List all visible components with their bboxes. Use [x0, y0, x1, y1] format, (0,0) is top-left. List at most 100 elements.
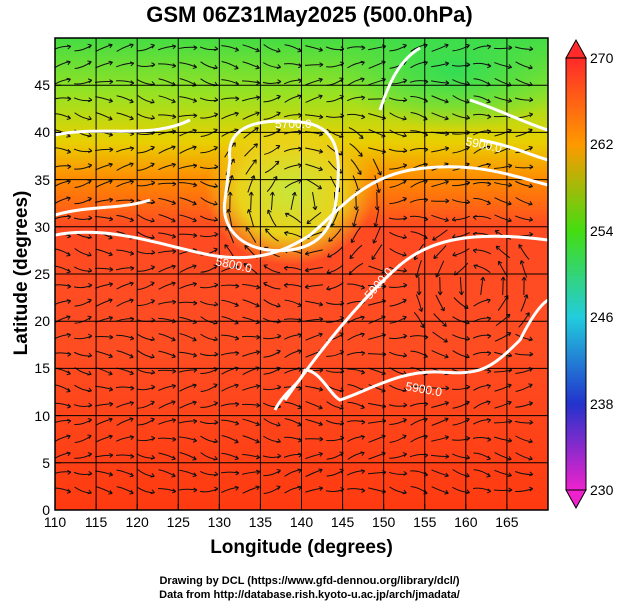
- streamline-arrow: [199, 300, 219, 307]
- streamline-arrow: [388, 333, 408, 340]
- streamline-arrow: [137, 281, 155, 290]
- streamline-arrow: [389, 129, 407, 138]
- streamline-arrow: [116, 95, 134, 104]
- streamline-arrow: [514, 164, 534, 170]
- streamline-arrow: [472, 214, 492, 220]
- streamline-arrow: [305, 332, 323, 341]
- contour-5700-low: [222, 119, 340, 253]
- streamline-arrow: [242, 299, 260, 308]
- streamline-arrow: [262, 453, 282, 459]
- streamline-arrow: [284, 94, 302, 103]
- streamline-arrow: [305, 300, 324, 307]
- streamline-arrow: [158, 232, 177, 239]
- y-tick-label: 25: [34, 266, 50, 282]
- streamline-arrow: [55, 418, 72, 424]
- streamline-arrow: [263, 468, 281, 477]
- streamline-arrow: [116, 417, 134, 426]
- streamline-arrow: [264, 228, 279, 242]
- streamline-arrow: [472, 436, 492, 442]
- streamline-arrow: [283, 231, 302, 238]
- streamline-arrow: [242, 61, 260, 70]
- streamline-arrow: [245, 159, 257, 175]
- streamline-arrow: [178, 232, 198, 238]
- streamline-arrow: [221, 419, 240, 426]
- streamline-arrow: [389, 163, 408, 170]
- streamline-arrow: [95, 316, 114, 323]
- streamline-arrow: [305, 147, 324, 154]
- streamline-arrow: [74, 163, 93, 170]
- streamline-arrow: [346, 350, 366, 356]
- streamline-arrow: [473, 264, 491, 273]
- streamline-arrow: [452, 486, 470, 495]
- streamline-arrow: [95, 96, 114, 103]
- colorbar-tick-label: 230: [590, 482, 614, 498]
- height-contours: [55, 46, 548, 411]
- streamline-arrow: [284, 44, 302, 53]
- streamline-arrow: [389, 417, 408, 426]
- streamline-arrow: [328, 228, 342, 242]
- streamline-arrow: [116, 80, 135, 86]
- streamline-arrow: [518, 244, 530, 260]
- streamline-arrow: [137, 469, 155, 478]
- streamline-arrow: [284, 212, 302, 224]
- streamline-arrow: [115, 453, 135, 459]
- streamline-arrow: [415, 294, 424, 312]
- y-tick-label: 5: [42, 454, 50, 471]
- streamline-arrow: [95, 60, 113, 69]
- streamline-arrow: [179, 96, 198, 103]
- streamline-arrow: [199, 471, 219, 477]
- streamline-arrow: [55, 451, 71, 459]
- streamline-arrow: [241, 402, 261, 408]
- streamline-arrow: [515, 383, 533, 392]
- streamline-arrow: [220, 401, 240, 407]
- streamline-arrow: [200, 180, 218, 189]
- streamline-arrow: [221, 45, 240, 52]
- streamline-arrow: [95, 112, 113, 121]
- streamline-arrow: [199, 232, 219, 238]
- contour-5700-north: [55, 46, 548, 162]
- streamline-arrow: [514, 471, 534, 477]
- streamline-arrow: [389, 434, 407, 443]
- streamline-arrow: [158, 162, 176, 171]
- streamline-arrow: [410, 231, 428, 240]
- streamline-arrow: [242, 418, 260, 427]
- streamline-arrow: [245, 226, 257, 243]
- streamline-arrow: [179, 436, 198, 443]
- streamline-arrow: [74, 384, 92, 393]
- grid-lines: [55, 38, 548, 510]
- streamline-arrow: [304, 249, 323, 256]
- streamline-arrow: [347, 368, 366, 375]
- streamline-arrow: [116, 281, 134, 290]
- streamline-arrow: [199, 46, 219, 52]
- streamline-arrow: [515, 333, 533, 342]
- streamline-arrow: [242, 453, 261, 460]
- streamline-arrow: [74, 298, 92, 307]
- streamline-arrow: [248, 191, 254, 211]
- streamline-arrow: [179, 197, 197, 206]
- streamline-arrow: [220, 96, 240, 102]
- streamline-arrow: [116, 162, 134, 171]
- streamline-arrow: [95, 298, 113, 307]
- streamline-arrow: [388, 266, 408, 273]
- streamline-arrow: [389, 452, 408, 459]
- streamline-arrow: [472, 113, 492, 120]
- streamline-arrow: [372, 226, 381, 244]
- contour-label: 5900.0: [404, 379, 443, 399]
- streamline-arrow: [137, 113, 156, 120]
- streamline-arrow: [115, 198, 135, 204]
- streamline-arrow: [432, 229, 448, 241]
- streamline-arrow: [179, 400, 197, 409]
- streamline-arrow: [494, 214, 512, 223]
- streamline-arrow: [514, 419, 534, 425]
- streamline-arrow: [221, 61, 239, 70]
- streamline-arrow: [493, 487, 513, 493]
- colorbar-tick-label: 238: [590, 395, 614, 412]
- x-tick-label: 115: [84, 514, 108, 530]
- streamline-arrow: [452, 334, 471, 341]
- streamline-arrow: [349, 244, 363, 260]
- streamline-arrow: [451, 435, 471, 441]
- streamline-arrow: [200, 383, 218, 393]
- streamline-arrow: [326, 264, 344, 274]
- streamline-arrow: [494, 62, 513, 69]
- x-tick-label: 110: [43, 514, 67, 530]
